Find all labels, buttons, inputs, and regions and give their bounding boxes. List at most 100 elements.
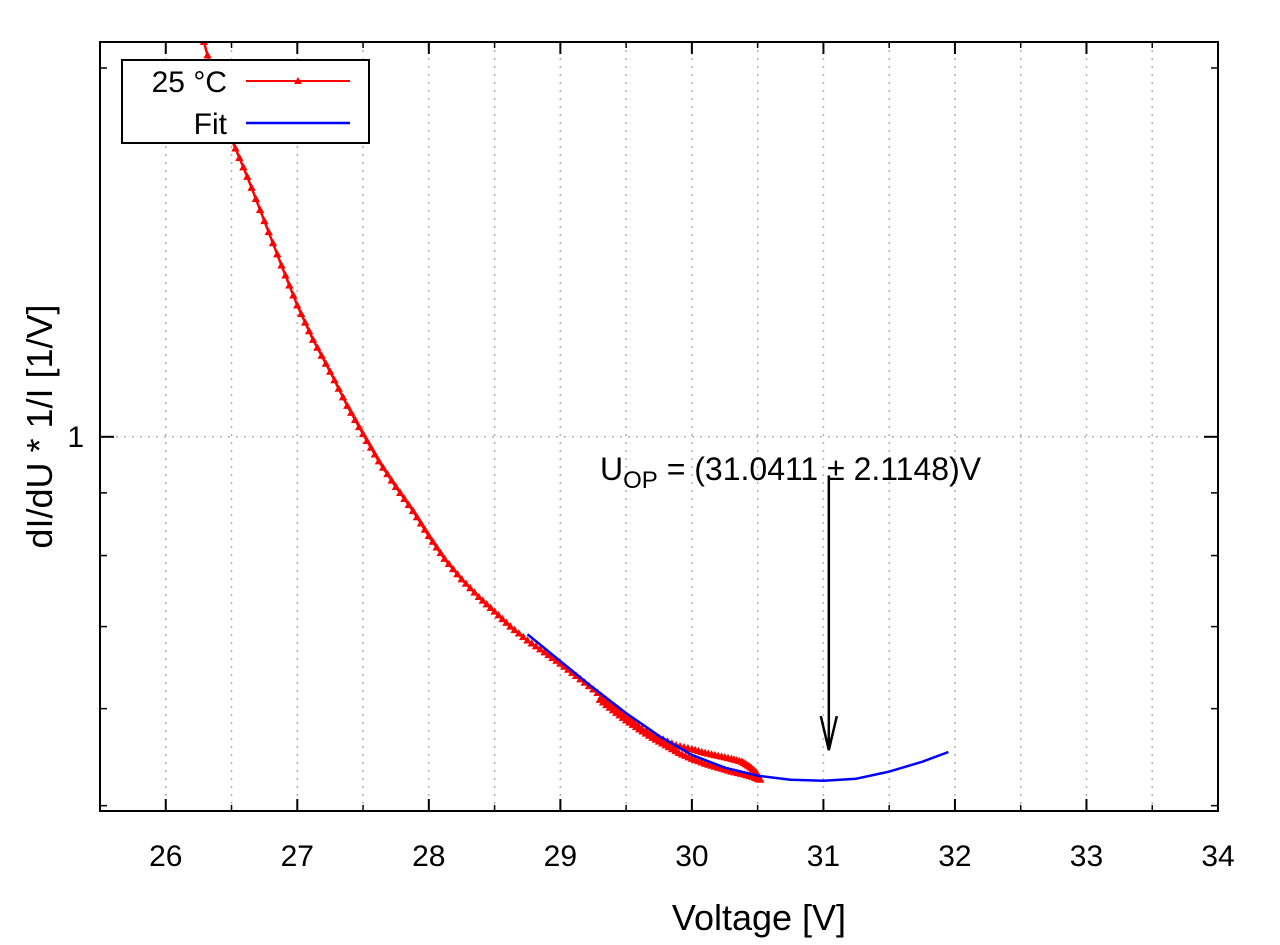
data-point-25c (595, 695, 605, 703)
data-point-25c (358, 429, 368, 438)
data-point-25c (416, 519, 426, 527)
data-point-25c (428, 537, 437, 545)
data-point-25c (325, 367, 335, 375)
data-point-25c (440, 554, 449, 562)
data-point-25c (527, 639, 536, 647)
data-point-25c (457, 575, 466, 583)
annotation-rest: = (31.0411 ± 2.1148)V (658, 451, 982, 487)
data-point-25c (378, 463, 388, 471)
data-point-25c (264, 227, 273, 236)
data-point-25c (412, 512, 422, 521)
data-point-25c (277, 261, 286, 269)
x-tick-label: 30 (675, 840, 708, 873)
data-point-25c (506, 622, 515, 630)
data-point-25c (404, 500, 413, 508)
data-point-25c (354, 422, 364, 431)
legend-box (121, 59, 370, 144)
data-point-25c (544, 650, 553, 659)
legend-label-fit: Fit (194, 108, 228, 141)
annotation-label: UOP = (31.0411 ± 2.1148)V (600, 451, 982, 494)
data-point-25c (268, 238, 278, 247)
data-point-25c (490, 607, 499, 615)
data-point-25c (514, 629, 524, 637)
data-point-25c (531, 642, 541, 650)
legend: 25 °C Fit (121, 59, 370, 144)
data-point-25c (400, 494, 409, 502)
data-point-25c (247, 183, 256, 191)
data-point-25c (347, 408, 356, 416)
data-point-25c (510, 625, 519, 634)
data-point-25c (235, 153, 244, 161)
data-point-25c (523, 636, 532, 644)
data-point-25c (350, 415, 360, 424)
data-point-25c (366, 443, 376, 451)
data-point-25c (313, 343, 322, 351)
series-line-25c (202, 42, 762, 781)
x-tick-label: 34 (1201, 840, 1234, 873)
data-point-25c (362, 436, 372, 444)
data-point-25c (470, 588, 479, 596)
x-axis-title: Voltage [V] (672, 897, 846, 938)
data-point-25c (387, 476, 396, 484)
data-point-25c (239, 163, 248, 171)
data-point-25c (448, 564, 458, 573)
data-point-25c (436, 548, 445, 557)
data-point-25c (334, 384, 343, 392)
data-point-25c (536, 645, 545, 653)
data-point-25c (251, 194, 261, 202)
data-point-25c (383, 469, 392, 478)
data-point-25c (391, 482, 401, 491)
data-point-25c (281, 271, 290, 279)
x-tick-label: 28 (412, 840, 445, 873)
data-point-25c (432, 543, 441, 551)
data-point-25c (482, 600, 491, 608)
data-point-25c (453, 569, 462, 578)
data-point-25c (370, 450, 380, 458)
data-point-25c (343, 401, 352, 409)
annotation-main: U (600, 451, 623, 487)
data-point-25c (498, 614, 507, 623)
data-point-25c (289, 291, 298, 299)
data-point-25c (304, 326, 314, 335)
data-point-25c (396, 488, 405, 496)
x-tick-label: 31 (807, 840, 840, 873)
plot-frame (99, 41, 1219, 812)
data-point-25c (285, 281, 294, 289)
data-point-25c (255, 205, 265, 214)
legend-label-25c: 25 °C (152, 66, 227, 99)
data-point-25c (494, 611, 503, 619)
data-point-25c (293, 301, 302, 309)
grid (100, 42, 1218, 811)
x-tick-label: 32 (938, 840, 971, 873)
x-tick-label: 27 (281, 840, 314, 873)
data-point-25c (374, 457, 384, 465)
data-point-25c (317, 351, 326, 359)
data-point-25c (461, 579, 471, 587)
y-tick-label: 1 (67, 421, 84, 454)
data-point-25c (444, 559, 454, 568)
data-point-25c (297, 309, 306, 318)
data-point-25c (466, 583, 475, 592)
data-point-25c (478, 596, 487, 604)
data-point-25c (243, 172, 252, 180)
data-point-25c (260, 216, 269, 225)
series-line-fit (526, 633, 949, 782)
data-point-25c (273, 250, 282, 258)
data-point-25c (300, 318, 310, 326)
series-layer (199, 42, 949, 783)
x-tick-label: 33 (1070, 840, 1103, 873)
y-axis-title: dI/dU * 1/I [1/V] (19, 304, 60, 548)
data-point-25c (519, 632, 528, 641)
data-point-25c (474, 592, 483, 601)
data-point-25c (308, 335, 318, 343)
x-tick-label: 29 (544, 840, 577, 873)
data-point-25c (321, 359, 331, 367)
data-point-25c (540, 647, 549, 656)
annotation: UOP = (31.0411 ± 2.1148)V (600, 451, 982, 751)
data-point-25c (486, 603, 495, 611)
annotation-subscript: OP (623, 467, 658, 494)
data-point-25c (203, 51, 212, 59)
annotation-arrow-head (819, 715, 839, 751)
x-tick-label: 26 (149, 840, 182, 873)
